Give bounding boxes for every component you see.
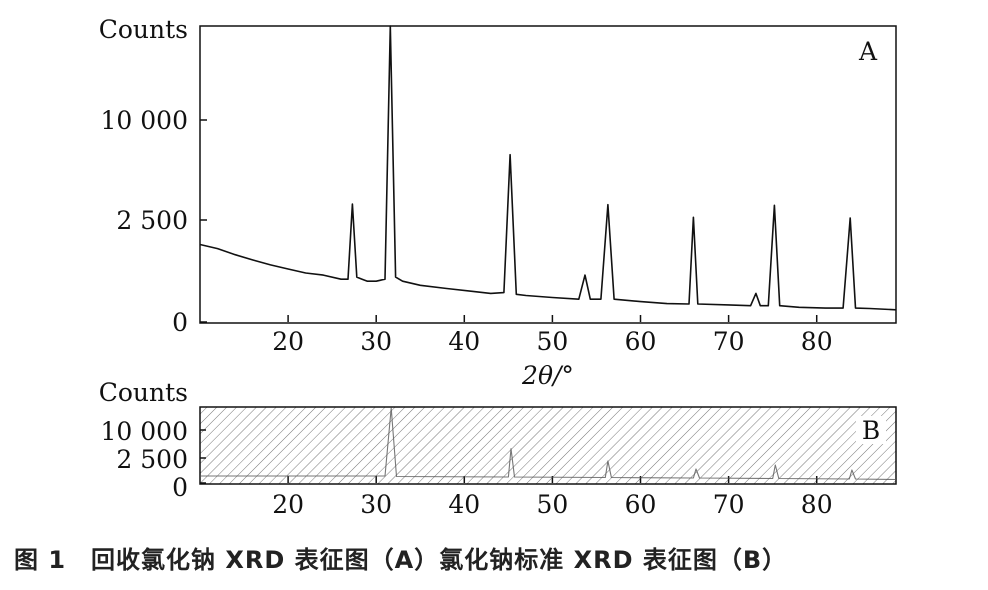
panel-a-y-ticks: 0 2 500 10 000 bbox=[101, 106, 207, 337]
panel-b-x-tick-label: 30 bbox=[360, 490, 392, 519]
panel-a-x-ticks: 20 30 40 50 60 70 80 bbox=[272, 315, 833, 356]
panel-b-x-tick-label: 40 bbox=[448, 490, 480, 519]
panel-b-y-axis-title: Counts bbox=[99, 378, 188, 407]
panel-a-x-tick-label: 20 bbox=[272, 327, 304, 356]
panel-a-x-tick-label: 70 bbox=[713, 327, 745, 356]
panel-b: Counts B 0 2 500 10 000 20 30 40 50 60 70 80 bbox=[99, 378, 897, 519]
panel-a-x-tick-label: 60 bbox=[625, 327, 657, 356]
panel-b-label-bg bbox=[856, 416, 886, 444]
panel-b-frame bbox=[199, 406, 897, 485]
panel-a-y-tick-label: 10 000 bbox=[101, 106, 188, 135]
panel-b-x-ticks: 20 30 40 50 60 70 80 bbox=[272, 476, 833, 519]
panel-b-label: B bbox=[862, 416, 880, 445]
panel-a-label: A bbox=[858, 37, 878, 66]
figure-caption: 图 1 回收氯化钠 XRD 表征图（A）氯化钠标准 XRD 表征图（B） bbox=[14, 546, 788, 574]
panel-b-x-tick-label: 80 bbox=[801, 490, 833, 519]
panel-a-y-tick-label: 2 500 bbox=[116, 206, 188, 235]
panel-b-y-tick-label: 10 000 bbox=[101, 417, 188, 446]
panel-a-x-axis-title: 2θ/° bbox=[521, 361, 574, 390]
panel-a-x-tick-label: 80 bbox=[801, 327, 833, 356]
panel-a-x-tick-label: 40 bbox=[448, 327, 480, 356]
panel-a-series-line bbox=[199, 25, 897, 311]
panel-b-x-tick-label: 60 bbox=[625, 490, 657, 519]
panel-a: Counts A 0 2 500 10 000 20 30 40 50 60 70 80 2… bbox=[99, 15, 897, 390]
panel-b-x-tick-label: 20 bbox=[272, 490, 304, 519]
panel-a-x-tick-label: 30 bbox=[360, 327, 392, 356]
panel-b-x-tick-label: 50 bbox=[536, 490, 568, 519]
panel-b-y-ticks: 0 2 500 10 000 bbox=[101, 417, 206, 502]
panel-a-y-tick-label: 0 bbox=[172, 308, 188, 337]
panel-b-hatch-background bbox=[200, 407, 896, 484]
panel-b-y-tick-label: 0 bbox=[172, 473, 188, 502]
panel-a-frame bbox=[199, 25, 897, 324]
panel-a-y-axis-title: Counts bbox=[99, 15, 188, 44]
panel-a-x-tick-label: 50 bbox=[536, 327, 568, 356]
panel-b-series-line bbox=[200, 407, 897, 481]
panel-b-y-tick-label: 2 500 bbox=[116, 445, 188, 474]
panel-b-x-tick-label: 70 bbox=[713, 490, 745, 519]
